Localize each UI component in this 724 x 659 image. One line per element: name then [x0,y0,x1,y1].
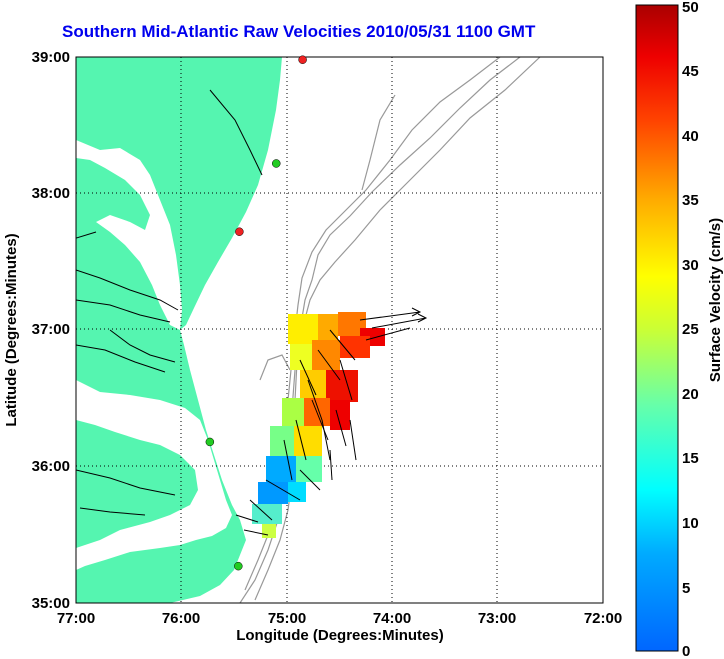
x-tick-label: 77:00 [57,610,95,627]
colorbar-tick: 40 [682,128,699,145]
y-tick-label: 39:00 [32,49,70,66]
velocity-arrows [235,307,428,536]
station-marker [205,437,215,447]
colorbar-tick: 0 [682,643,690,659]
colorbar-tick: 10 [682,515,699,532]
colorbar-tick: 5 [682,580,690,597]
colorbar-label: Surface Velocity (cm/s) [707,218,724,382]
radar-stations [205,55,307,571]
colorbar-tick: 30 [682,257,699,274]
colorbar-tick: 50 [682,0,699,16]
x-tick-label: 73:00 [478,610,516,627]
station-marker [298,55,307,64]
plot-frame [75,56,604,604]
y-tick-labels: 39:00 38:00 37:00 36:00 35:00 [32,49,70,612]
pamlico-sound [76,380,232,570]
velocity-field [252,312,385,538]
land-mass [76,57,282,603]
station-marker [235,227,244,236]
colorbar [635,4,679,652]
y-tick-label: 36:00 [32,458,70,475]
x-tick-label: 75:00 [268,610,306,627]
colorbar-tick: 45 [682,63,699,80]
y-tick-label: 35:00 [32,595,70,612]
station-marker [234,561,243,571]
colorbar-tick: 25 [682,321,699,338]
x-tick-label: 76:00 [162,610,200,627]
grid-lines [76,57,603,603]
colorbar-tick: 20 [682,386,699,403]
colorbar-ticks: 0 5 10 15 20 25 30 35 40 45 50 [682,0,699,659]
x-tick-label: 74:00 [373,610,411,627]
x-tick-labels: 77:00 76:00 75:00 74:00 73:00 72:00 [57,610,622,627]
colorbar-tick: 35 [682,192,699,209]
river-lines [76,89,263,516]
x-tick-label: 72:00 [584,610,622,627]
station-marker [272,159,281,168]
y-axis-label: Latitude (Degrees:Minutes) [3,233,20,426]
y-tick-label: 38:00 [32,185,70,202]
chesapeake-bay [76,140,182,330]
map-title: Southern Mid-Atlantic Raw Velocities 201… [62,22,536,41]
x-axis-label: Longitude (Degrees:Minutes) [236,627,444,644]
y-tick-label: 37:00 [32,321,70,338]
colorbar-tick: 15 [682,450,699,467]
